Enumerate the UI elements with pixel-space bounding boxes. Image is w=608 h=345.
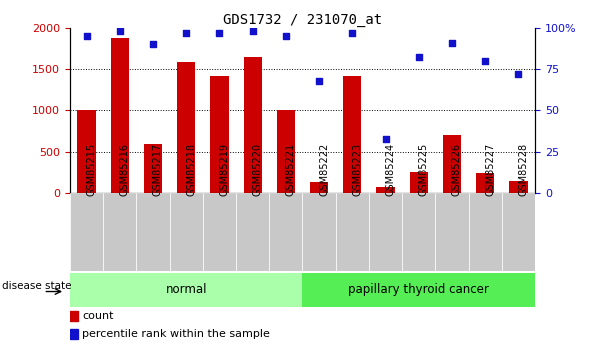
Bar	[70, 273, 302, 307]
Text: GSM85221: GSM85221	[286, 142, 296, 196]
Point	[81, 33, 91, 39]
Bar	[70, 311, 78, 322]
Bar	[203, 193, 236, 271]
Text: GSM85218: GSM85218	[186, 142, 196, 196]
Text: GSM85226: GSM85226	[452, 142, 462, 196]
Bar	[177, 61, 195, 193]
Bar	[302, 193, 336, 271]
Text: papillary thyroid cancer: papillary thyroid cancer	[348, 283, 489, 296]
Bar	[402, 193, 435, 271]
Point	[347, 30, 357, 35]
Bar	[310, 183, 328, 193]
Bar	[70, 193, 103, 271]
Bar	[136, 193, 170, 271]
Bar	[343, 76, 361, 193]
Bar	[77, 110, 95, 193]
Bar	[443, 135, 461, 193]
Bar	[170, 193, 203, 271]
Text: GSM85227: GSM85227	[485, 142, 495, 196]
Text: GSM85215: GSM85215	[86, 142, 97, 196]
Point	[148, 41, 158, 47]
Bar	[302, 273, 535, 307]
Title: GDS1732 / 231070_at: GDS1732 / 231070_at	[223, 12, 382, 27]
Point	[381, 136, 390, 141]
Text: disease state: disease state	[2, 282, 72, 291]
Bar	[469, 193, 502, 271]
Bar	[236, 193, 269, 271]
Text: GSM85223: GSM85223	[352, 142, 362, 196]
Point	[248, 28, 258, 34]
Bar	[244, 57, 262, 193]
Text: count: count	[82, 311, 114, 321]
Point	[215, 30, 224, 35]
Text: normal: normal	[165, 283, 207, 296]
Bar	[103, 193, 136, 271]
Text: GSM85228: GSM85228	[519, 142, 528, 196]
Bar	[476, 172, 494, 193]
Text: GSM85219: GSM85219	[219, 142, 229, 196]
Bar	[336, 193, 369, 271]
Bar	[277, 110, 295, 193]
Bar	[70, 329, 78, 339]
Bar	[369, 193, 402, 271]
Bar	[510, 181, 528, 193]
Point	[281, 33, 291, 39]
Bar	[210, 77, 229, 193]
Bar	[269, 193, 302, 271]
Bar	[502, 193, 535, 271]
Text: percentile rank within the sample: percentile rank within the sample	[82, 329, 270, 339]
Point	[514, 71, 523, 77]
Point	[414, 55, 424, 60]
Text: GSM85225: GSM85225	[419, 142, 429, 196]
Point	[447, 40, 457, 45]
Text: GSM85222: GSM85222	[319, 142, 329, 196]
Text: GSM85220: GSM85220	[253, 142, 263, 196]
Bar	[376, 187, 395, 193]
Point	[115, 28, 125, 34]
Text: GSM85217: GSM85217	[153, 142, 163, 196]
Point	[314, 78, 324, 83]
Bar	[144, 144, 162, 193]
Bar	[410, 172, 428, 193]
Bar	[111, 38, 129, 193]
Bar	[435, 193, 469, 271]
Text: GSM85216: GSM85216	[120, 142, 130, 196]
Point	[480, 58, 490, 63]
Point	[181, 30, 191, 35]
Text: GSM85224: GSM85224	[385, 142, 396, 196]
